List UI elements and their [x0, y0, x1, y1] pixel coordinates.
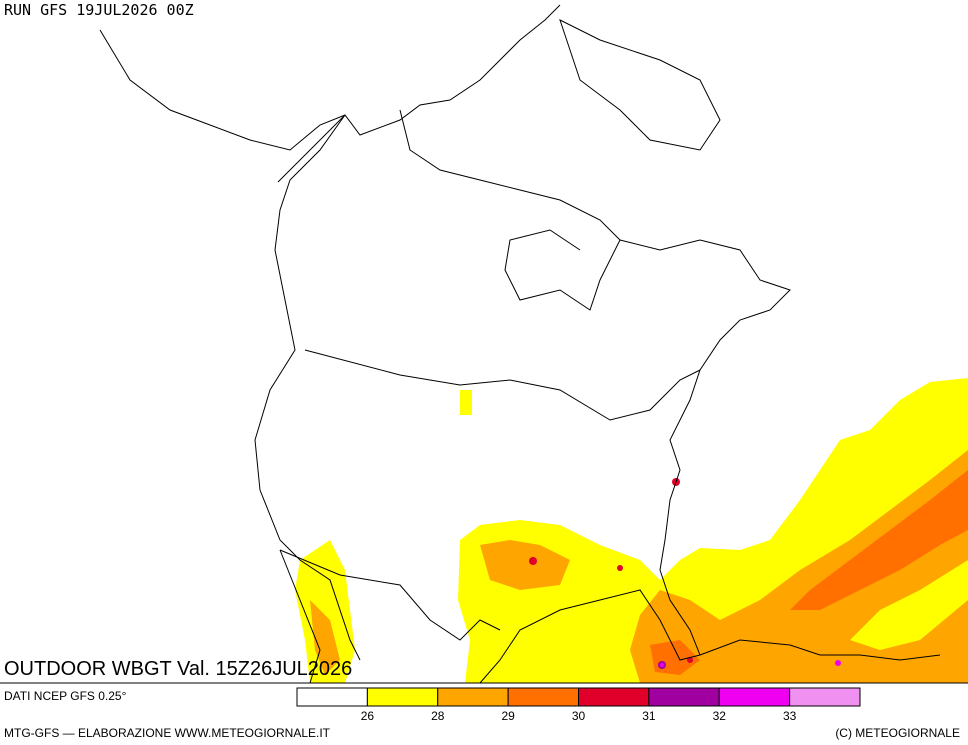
- source-label: DATI NCEP GFS 0.25°: [4, 689, 127, 703]
- colorbar-box: [648, 687, 720, 707]
- colorbar-tick-label: 32: [713, 709, 727, 723]
- colorbar-tick-label: 28: [431, 709, 445, 723]
- wbgt-fields: [295, 378, 968, 683]
- colorbar-box: [789, 687, 861, 707]
- field-28-29: [480, 540, 570, 590]
- field-28-29: [630, 450, 968, 683]
- field-32-33: [835, 660, 841, 666]
- colorbar-box: [437, 687, 509, 707]
- colorbar-tick-label: 31: [642, 709, 656, 723]
- colorbar-box: [718, 687, 791, 707]
- colorbar: 26 28 29 30 31 32 33: [296, 687, 861, 723]
- field-30-31: [529, 557, 537, 565]
- coastlines: [99, 4, 941, 684]
- colorbar-tick-label: 26: [361, 709, 375, 723]
- colorbar-tick-label: 30: [572, 709, 586, 723]
- run-label: RUN GFS 19JUL2026 00Z: [4, 1, 194, 19]
- field-29-30: [790, 470, 968, 610]
- field-32-33: [660, 663, 664, 667]
- colorbar-box: [507, 687, 579, 707]
- field-26-28: [295, 540, 355, 683]
- colorbar-tick-label: 33: [783, 709, 797, 723]
- colorbar-box: [366, 687, 439, 707]
- borders: [277, 114, 701, 641]
- field-30-31: [617, 565, 623, 571]
- field-28-29: [310, 600, 340, 675]
- field-30-31: [687, 657, 693, 663]
- map-title: OUTDOOR WBGT Val. 15Z26JUL2026: [4, 658, 352, 680]
- footer-left: MTG-GFS — ELABORAZIONE WWW.METEOGIORNALE…: [4, 726, 331, 740]
- field-26-28: [460, 390, 472, 415]
- colorbar-tick-label: 29: [501, 709, 515, 723]
- colorbar-box: [296, 687, 368, 707]
- footer-right: (C) METEOGIORNALE: [835, 726, 960, 740]
- colorbar-box: [578, 687, 650, 707]
